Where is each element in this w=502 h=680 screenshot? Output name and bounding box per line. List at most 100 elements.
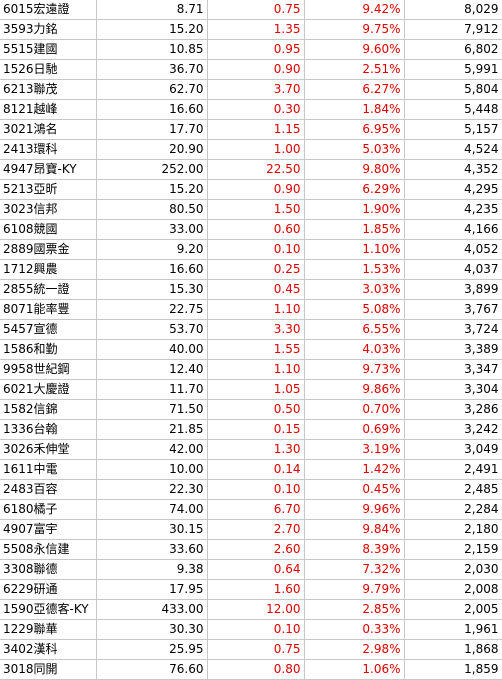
price-cell: 15.30 — [96, 279, 208, 300]
table-row[interactable]: 4907富宇 30.15 2.70 9.84% 2,180 — [0, 519, 502, 540]
price-cell: 25.95 — [96, 639, 208, 660]
volume-cell: 3,242 — [404, 419, 502, 440]
volume-cell: 1,961 — [404, 619, 502, 640]
percent-change-cell: 8.39% — [304, 539, 405, 560]
volume-cell: 2,284 — [404, 499, 502, 520]
percent-change-cell: 4.03% — [304, 339, 405, 360]
percent-change-cell: 1.84% — [304, 99, 405, 120]
stock-name-cell: 3308聯德 — [0, 559, 97, 580]
volume-cell: 6,802 — [404, 39, 502, 60]
stock-name-cell: 2413環科 — [0, 139, 97, 160]
change-cell: 3.70 — [207, 79, 305, 100]
table-row[interactable]: 1611中電 10.00 0.14 1.42% 2,491 — [0, 459, 502, 480]
table-row[interactable]: 2889國票金 9.20 0.10 1.10% 4,052 — [0, 239, 502, 260]
volume-cell: 2,491 — [404, 459, 502, 480]
table-row[interactable]: 3308聯德 9.38 0.64 7.32% 2,030 — [0, 559, 502, 580]
percent-change-cell: 9.79% — [304, 579, 405, 600]
table-row[interactable]: 4947昂寶-KY 252.00 22.50 9.80% 4,352 — [0, 159, 502, 180]
table-row[interactable]: 3593力銘 15.20 1.35 9.75% 7,912 — [0, 19, 502, 40]
price-cell: 30.30 — [96, 619, 208, 640]
percent-change-cell: 0.70% — [304, 399, 405, 420]
table-row[interactable]: 6213聯茂 62.70 3.70 6.27% 5,804 — [0, 79, 502, 100]
table-row[interactable]: 6108競國 33.00 0.60 1.85% 4,166 — [0, 219, 502, 240]
table-row[interactable]: 3026禾伸堂 42.00 1.30 3.19% 3,049 — [0, 439, 502, 460]
volume-cell: 4,037 — [404, 259, 502, 280]
change-cell: 0.64 — [207, 559, 305, 580]
price-cell: 22.30 — [96, 479, 208, 500]
price-cell: 16.60 — [96, 259, 208, 280]
table-row[interactable]: 1590亞德客-KY 433.00 12.00 2.85% 2,005 — [0, 599, 502, 620]
price-cell: 12.40 — [96, 359, 208, 380]
volume-cell: 2,159 — [404, 539, 502, 560]
volume-cell: 4,052 — [404, 239, 502, 260]
volume-cell: 3,049 — [404, 439, 502, 460]
table-row[interactable]: 3021鴻名 17.70 1.15 6.95% 5,157 — [0, 119, 502, 140]
percent-change-cell: 2.85% — [304, 599, 405, 620]
stock-name-cell: 6021大慶證 — [0, 379, 97, 400]
percent-change-cell: 9.42% — [304, 0, 405, 20]
price-cell: 40.00 — [96, 339, 208, 360]
stock-name-cell: 6229研通 — [0, 579, 97, 600]
volume-cell: 2,005 — [404, 599, 502, 620]
change-cell: 0.80 — [207, 659, 305, 680]
volume-cell: 1,859 — [404, 659, 502, 680]
change-cell: 0.75 — [207, 0, 305, 20]
stock-name-cell: 6213聯茂 — [0, 79, 97, 100]
stock-name-cell: 2483百容 — [0, 479, 97, 500]
price-cell: 22.75 — [96, 299, 208, 320]
percent-change-cell: 6.27% — [304, 79, 405, 100]
stock-name-cell: 1586和勤 — [0, 339, 97, 360]
percent-change-cell: 9.80% — [304, 159, 405, 180]
stock-name-cell: 2889國票金 — [0, 239, 97, 260]
price-cell: 17.95 — [96, 579, 208, 600]
change-cell: 0.10 — [207, 619, 305, 640]
price-cell: 33.00 — [96, 219, 208, 240]
stock-name-cell: 3023信邦 — [0, 199, 97, 220]
table-row[interactable]: 2413環科 20.90 1.00 5.03% 4,524 — [0, 139, 502, 160]
percent-change-cell: 9.86% — [304, 379, 405, 400]
table-row[interactable]: 5515建國 10.85 0.95 9.60% 6,802 — [0, 39, 502, 60]
table-row[interactable]: 5508永信建 33.60 2.60 8.39% 2,159 — [0, 539, 502, 560]
table-row[interactable]: 6229研通 17.95 1.60 9.79% 2,008 — [0, 579, 502, 600]
table-row[interactable]: 2855統一證 15.30 0.45 3.03% 3,899 — [0, 279, 502, 300]
table-row[interactable]: 2483百容 22.30 0.10 0.45% 2,485 — [0, 479, 502, 500]
table-row[interactable]: 1586和勤 40.00 1.55 4.03% 3,389 — [0, 339, 502, 360]
table-row[interactable]: 5457宣德 53.70 3.30 6.55% 3,724 — [0, 319, 502, 340]
price-cell: 76.60 — [96, 659, 208, 680]
table-row[interactable]: 6021大慶證 11.70 1.05 9.86% 3,304 — [0, 379, 502, 400]
table-row[interactable]: 5213亞昕 15.20 0.90 6.29% 4,295 — [0, 179, 502, 200]
table-row[interactable]: 9958世紀鋼 12.40 1.10 9.73% 3,347 — [0, 359, 502, 380]
table-row[interactable]: 6180橘子 74.00 6.70 9.96% 2,284 — [0, 499, 502, 520]
volume-cell: 5,804 — [404, 79, 502, 100]
table-row[interactable]: 1229聯華 30.30 0.10 0.33% 1,961 — [0, 619, 502, 640]
table-row[interactable]: 1712興農 16.60 0.25 1.53% 4,037 — [0, 259, 502, 280]
stock-name-cell: 5213亞昕 — [0, 179, 97, 200]
change-cell: 2.70 — [207, 519, 305, 540]
stock-name-cell: 1336台翰 — [0, 419, 97, 440]
change-cell: 6.70 — [207, 499, 305, 520]
table-row[interactable]: 3402漢科 25.95 0.75 2.98% 1,868 — [0, 639, 502, 660]
stock-name-cell: 5508永信建 — [0, 539, 97, 560]
stock-name-cell: 4907富宇 — [0, 519, 97, 540]
percent-change-cell: 9.75% — [304, 19, 405, 40]
table-row[interactable]: 1526日馳 36.70 0.90 2.51% 5,991 — [0, 59, 502, 80]
price-cell: 15.20 — [96, 19, 208, 40]
price-cell: 42.00 — [96, 439, 208, 460]
table-row[interactable]: 6015宏遠證 8.71 0.75 9.42% 8,029 — [0, 0, 502, 20]
change-cell: 1.10 — [207, 299, 305, 320]
volume-cell: 2,485 — [404, 479, 502, 500]
price-cell: 62.70 — [96, 79, 208, 100]
percent-change-cell: 1.53% — [304, 259, 405, 280]
change-cell: 1.05 — [207, 379, 305, 400]
stock-name-cell: 3021鴻名 — [0, 119, 97, 140]
table-row[interactable]: 8071能率豐 22.75 1.10 5.08% 3,767 — [0, 299, 502, 320]
table-row[interactable]: 1336台翰 21.85 0.15 0.69% 3,242 — [0, 419, 502, 440]
table-row[interactable]: 1582信錦 71.50 0.50 0.70% 3,286 — [0, 399, 502, 420]
table-row[interactable]: 8121越峰 16.60 0.30 1.84% 5,448 — [0, 99, 502, 120]
percent-change-cell: 9.84% — [304, 519, 405, 540]
table-row[interactable]: 3023信邦 80.50 1.50 1.90% 4,235 — [0, 199, 502, 220]
percent-change-cell: 1.85% — [304, 219, 405, 240]
price-cell: 53.70 — [96, 319, 208, 340]
table-row[interactable]: 3018同開 76.60 0.80 1.06% 1,859 — [0, 659, 502, 680]
